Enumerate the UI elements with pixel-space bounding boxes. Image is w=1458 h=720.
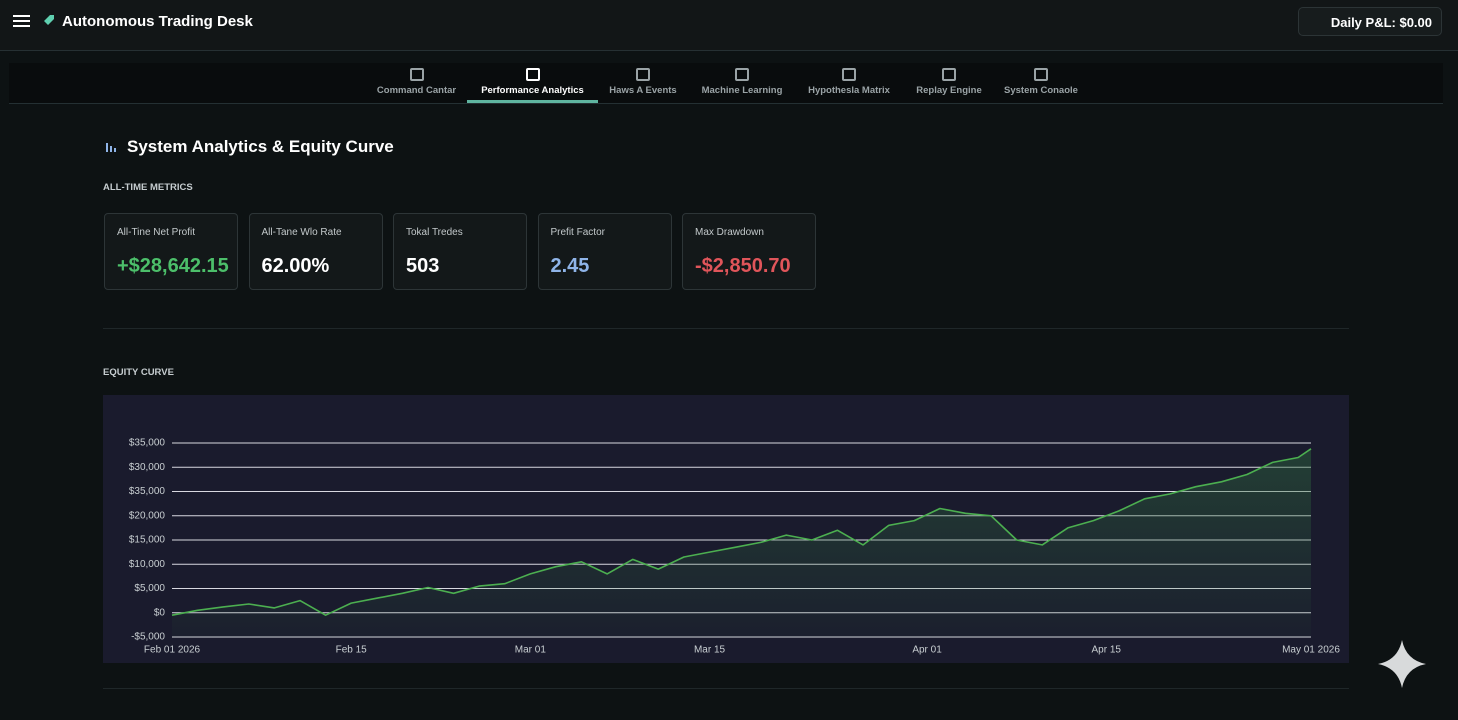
equity-chart: -$5,000 $0 $5,000 $10,000 $15,000 $20,000 $35,… [103,395,1349,663]
tab-label: System Conaole [1004,85,1078,96]
tab-icon [636,68,650,81]
tab[interactable]: Machine Learning [697,63,787,103]
equity-area [172,448,1311,637]
tab-bar: Command Cantar Performance Analytics Haws … [9,63,1443,104]
metric-value: 503 [406,255,440,277]
tab-icon [1034,68,1048,81]
top-bar: Autonomous Trading Desk Daily P&L: $0.00 [0,0,1458,51]
y-tick-label: $35,000 [129,438,166,449]
y-tick-label: $10,000 [129,559,166,570]
metric-card: Tokal Tredes 503 [393,213,527,290]
chart-label: EQUITY CURVE [103,367,174,378]
y-tick-label: -$5,000 [131,632,165,643]
metric-value: -$2,850.70 [695,255,791,277]
rocket-icon [42,15,54,27]
tab-label: Command Cantar [376,85,457,96]
tab-label: Performance Analytics [481,85,584,96]
y-tick-label: $15,000 [129,535,166,546]
x-tick-label: Mar 01 [515,645,547,656]
y-tick-label: $35,000 [129,486,166,497]
tab[interactable]: Performance Analytics [467,63,598,103]
equity-line [171,448,1312,616]
y-tick-label: $20,000 [129,510,166,521]
daily-pnl[interactable]: Daily P&L: $0.00 [1298,7,1442,36]
divider [103,688,1349,689]
section-icon [106,143,116,152]
metric-card: All-Tane Wlo Rate 62.00% [248,213,383,290]
metric-label: All-Tine Net Profit [117,227,195,238]
tab-icon [735,68,749,81]
tab[interactable]: Command Cantar [369,63,464,103]
tab-label: Haws A Events [609,85,677,96]
tab[interactable]: System Conaole [999,63,1083,103]
tab-icon [525,68,540,81]
metric-label: All-Tane Wlo Rate [261,227,342,238]
tab-icon [842,68,856,81]
x-tick-label: Feb 15 [336,645,368,656]
tab-label: Replay Engine [916,85,982,96]
tab[interactable]: Hypothesla Matrix [803,63,895,103]
y-tick-label: $30,000 [129,462,166,473]
x-tick-label: Apr 15 [1092,645,1122,656]
menu-icon[interactable] [13,14,30,28]
x-tick-label: Feb 01 2026 [144,645,201,656]
x-tick-label: May 01 2026 [1282,645,1340,656]
metric-card: All-Tine Net Profit +$28,642.15 [104,213,238,290]
tab-label: Machine Learning [701,85,783,96]
metric-value: 2.45 [550,255,590,277]
x-tick-label: Apr 01 [912,645,942,656]
y-tick-label: $0 [154,607,166,618]
metric-card: Max Drawdown -$2,850.70 [682,213,816,290]
metric-label: Max Drawdown [695,227,764,238]
metric-value: +$28,642.15 [117,255,229,277]
tab-icon [942,68,956,81]
sparkle-icon[interactable] [1376,638,1428,690]
metric-label: Tokal Tredes [406,227,463,238]
metric-value: 62.00% [261,255,330,277]
metric-label: Prefit Factor [550,227,605,238]
tab[interactable]: Haws A Events [605,63,681,103]
divider [103,328,1349,329]
x-tick-label: Mar 15 [694,645,726,656]
tab-label: Hypothesla Matrix [808,85,890,96]
tab-icon [409,68,424,81]
metric-card: Prefit Factor 2.45 [537,213,672,290]
brand-title: Autonomous Trading Desk [62,13,253,30]
tab[interactable]: Replay Engine [911,63,987,103]
metrics-label: ALL-TIME METRICS [103,182,193,193]
section-title: System Analytics & Equity Curve [127,137,394,156]
y-tick-label: $5,000 [134,583,165,594]
